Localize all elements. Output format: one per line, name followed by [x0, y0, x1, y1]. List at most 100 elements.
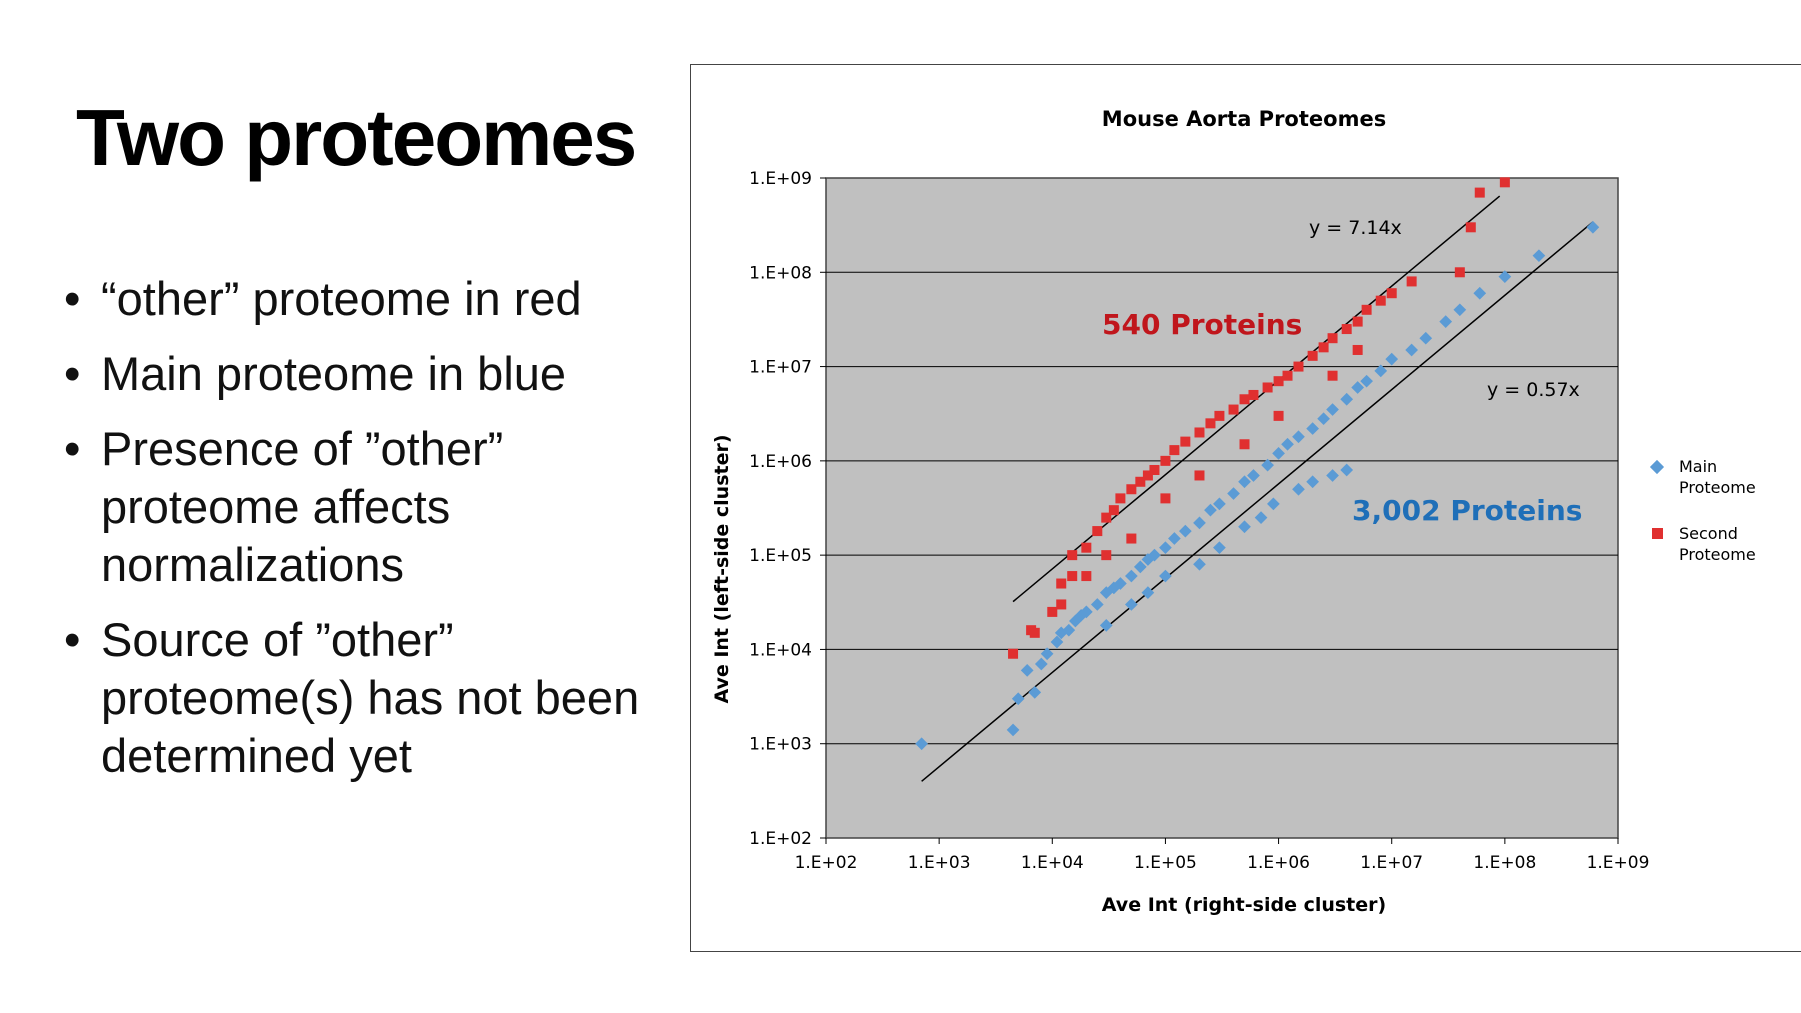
second-proteome-point	[1194, 427, 1205, 438]
bullet-text: Source of ”other” proteome(s) has not be…	[101, 613, 640, 782]
bullet-text: “other” proteome in red	[101, 272, 582, 325]
main-proteome-point	[1281, 437, 1294, 451]
chart-frame: Mouse Aorta Proteomes 1.E+09 1.E+08 1.E+07…	[690, 64, 1801, 952]
second-proteome-point	[1142, 470, 1153, 481]
bullet-item: • Main proteome in blue	[64, 345, 684, 403]
bullet-glyph: •	[64, 613, 81, 666]
count-label-main: 3,002 Proteins	[1352, 494, 1582, 527]
main-proteome-point	[1254, 511, 1268, 524]
second-proteome-point	[1169, 445, 1180, 456]
trend-label-main: y = 0.57x	[1487, 379, 1580, 401]
second-proteome-point	[1160, 493, 1171, 504]
bullet-text: Main proteome in blue	[101, 347, 567, 400]
chart-title: Mouse Aorta Proteomes	[1102, 107, 1386, 131]
y-tick-label: 1.E+05	[749, 546, 812, 566]
second-proteome-point	[1101, 550, 1112, 561]
x-tick-label: 1.E+04	[1021, 853, 1084, 873]
y-tick-label: 1.E+07	[749, 358, 812, 378]
second-proteome-point	[1160, 455, 1171, 466]
legend-label-main-line-1: Main	[1679, 457, 1717, 476]
second-proteome-point	[1092, 526, 1103, 537]
second-proteome-point	[1126, 533, 1137, 544]
second-proteome-point	[1352, 316, 1363, 327]
count-label-second: 540 Proteins	[1102, 308, 1302, 341]
main-proteome-point	[1385, 352, 1399, 366]
main-proteome-point	[1306, 422, 1319, 435]
y-tick-label: 1.E+03	[749, 735, 812, 755]
main-proteome-point	[1213, 497, 1226, 511]
legend-label-second-line-1: Second	[1679, 524, 1738, 543]
bullet-list: • “other” proteome in red • Main proteome…	[64, 270, 684, 802]
second-proteome-point	[1499, 177, 1510, 188]
second-proteome-point	[1273, 410, 1284, 421]
second-proteome-point	[1101, 512, 1112, 523]
bullet-glyph: •	[64, 347, 81, 400]
bullet-item: • Source of ”other” proteome(s) has not b…	[64, 611, 684, 785]
x-tick-label: 1.E+02	[795, 853, 858, 873]
second-proteome-point	[1293, 361, 1304, 372]
x-tick-label: 1.E+09	[1587, 853, 1650, 873]
second-proteome-point	[1056, 578, 1067, 589]
main-proteome-point	[1405, 343, 1419, 357]
y-tick-label: 1.E+08	[749, 263, 812, 283]
second-proteome-point	[1307, 350, 1318, 361]
second-proteome-point	[1108, 505, 1119, 516]
second-proteome-point	[1126, 484, 1137, 495]
main-proteome-point	[1340, 392, 1354, 406]
second-proteome-point	[1194, 470, 1205, 481]
legend-marker-main	[1649, 459, 1665, 475]
main-proteome-point	[1317, 412, 1330, 426]
legend-label-main: Main Proteome	[1679, 457, 1756, 497]
second-proteome-point	[1327, 370, 1338, 381]
legend-label-second-line-2: Proteome	[1679, 545, 1756, 564]
second-proteome-point	[1008, 648, 1019, 659]
main-proteome-point	[1193, 516, 1206, 530]
main-proteome-point	[1532, 249, 1546, 263]
legend-marker-second	[1652, 528, 1663, 539]
bullet-glyph: •	[64, 272, 81, 325]
trend-label-second: y = 7.14x	[1309, 217, 1402, 239]
main-proteome-point	[1261, 458, 1274, 472]
second-proteome-point	[1406, 276, 1417, 287]
main-proteome-point	[1498, 270, 1512, 283]
second-proteome-point	[1327, 333, 1338, 344]
bullet-item: • Presence of ”other” proteome affects no…	[64, 420, 684, 594]
second-proteome-point	[1081, 542, 1092, 553]
x-tick-label: 1.E+05	[1134, 853, 1197, 873]
main-proteome-point	[1453, 303, 1467, 317]
main-proteome-point	[1193, 557, 1206, 571]
y-axis-label: Ave Int (left-side cluster)	[711, 434, 733, 703]
y-tick-label: 1.E+06	[749, 452, 812, 472]
x-tick-label: 1.E+06	[1247, 853, 1310, 873]
scatter-chart: Mouse Aorta Proteomes 1.E+09 1.E+08 1.E+07…	[711, 107, 1756, 916]
main-proteome-point	[1238, 475, 1251, 489]
x-tick-label: 1.E+03	[908, 853, 971, 873]
second-proteome-point	[1135, 476, 1146, 487]
second-proteome-point	[1180, 436, 1191, 447]
x-tick-label: 1.E+07	[1360, 853, 1423, 873]
second-proteome-point	[1047, 606, 1058, 617]
second-proteome-point	[1214, 410, 1225, 421]
second-proteome-point	[1282, 370, 1293, 381]
axis-ticks: 1.E+09 1.E+08 1.E+07 1.E+06 1.E+05 1.E+04 1.E+…	[749, 169, 1649, 873]
second-proteome-point	[1149, 464, 1160, 475]
main-proteome-point	[1213, 541, 1226, 555]
main-proteome-point	[1238, 520, 1251, 534]
x-axis-label: Ave Int (right-side cluster)	[1102, 894, 1386, 916]
main-proteome-point	[1141, 586, 1155, 600]
main-proteome-point	[1473, 286, 1487, 300]
second-proteome-point	[1248, 389, 1259, 400]
second-proteome-point	[1386, 288, 1397, 299]
gridlines	[826, 271, 1618, 745]
main-proteome-point	[1340, 463, 1354, 477]
second-proteome-point	[1067, 550, 1078, 561]
second-proteome-point	[1228, 404, 1239, 415]
second-proteome-point	[1205, 418, 1216, 429]
y-tick-label: 1.E+09	[749, 169, 812, 189]
second-proteome-point	[1341, 324, 1352, 335]
second-proteome-point	[1273, 376, 1284, 387]
second-proteome-point	[1029, 627, 1040, 638]
second-proteome-point	[1361, 304, 1372, 315]
second-proteome-point	[1067, 571, 1078, 582]
second-proteome-point	[1239, 439, 1250, 450]
